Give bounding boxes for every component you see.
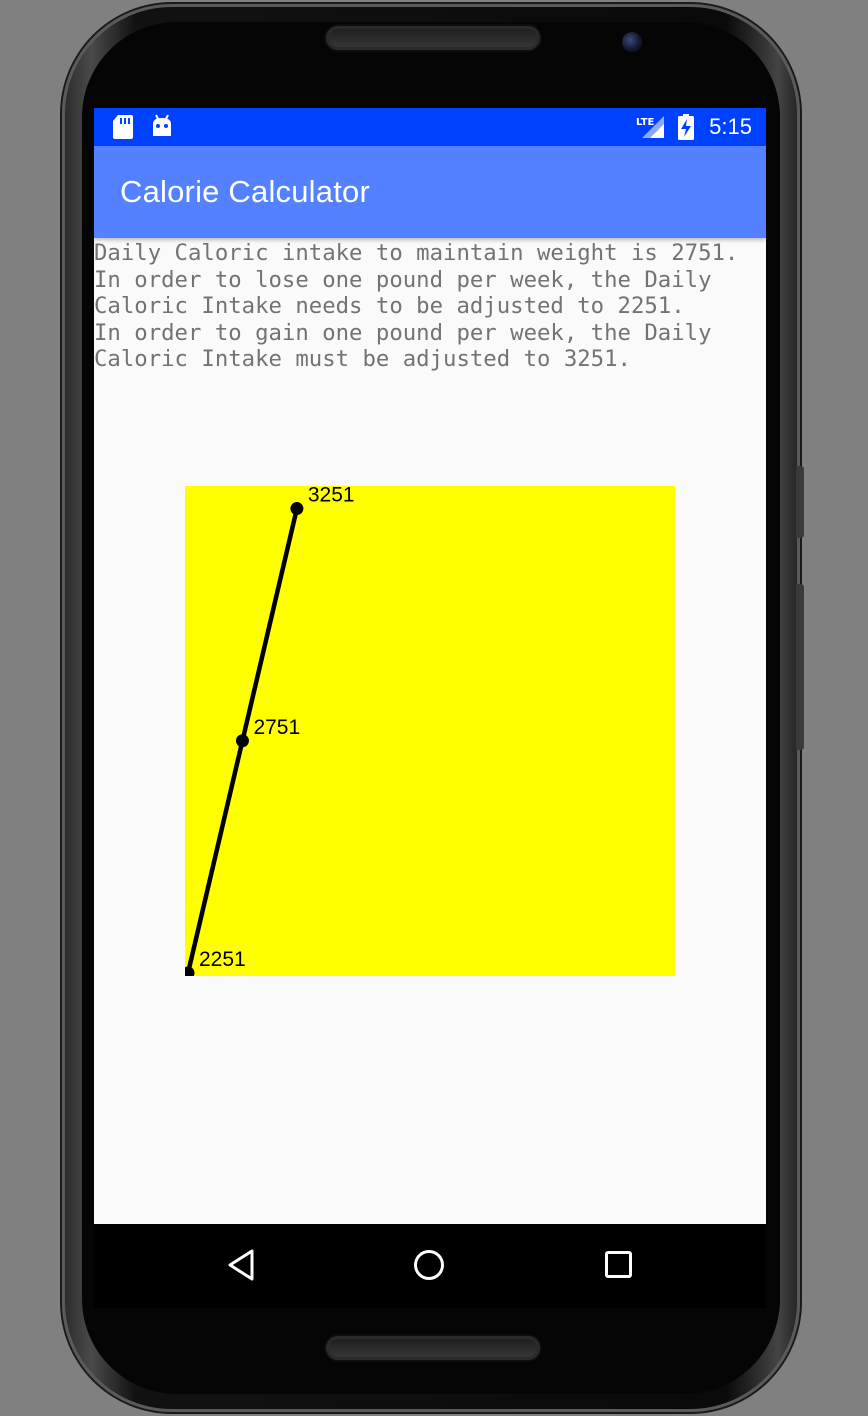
battery-charging-icon [678,114,694,140]
chart-background [185,486,675,976]
chart-plot: 2251 2751 3251 [185,486,355,976]
bottom-speaker [326,1336,540,1360]
navigation-bar [94,1224,766,1308]
recents-icon[interactable] [604,1250,634,1280]
status-bar: LTE 5:15 [94,108,766,146]
app-title: Calorie Calculator [120,174,370,209]
lte-signal-icon: LTE [636,116,664,138]
volume-button[interactable] [796,584,804,750]
app-bar: Calorie Calculator [94,146,766,238]
clock: 5:15 [709,114,752,139]
data-label: 2751 [253,716,300,739]
data-point [185,966,195,976]
data-point [290,502,304,516]
svg-text:LTE: LTE [636,117,655,128]
android-icon [153,114,171,136]
top-speaker [326,26,540,50]
data-label: 3251 [308,486,355,507]
sd-card-icon [113,115,133,139]
result-text: Daily Caloric intake to maintain weight … [94,240,739,373]
data-label: 2251 [199,948,246,971]
power-button[interactable] [796,466,804,538]
data-point [235,734,249,748]
screen: LTE 5:15 Calorie Calculator Daily Calori… [94,108,766,1308]
front-camera [622,32,642,52]
home-icon[interactable] [412,1248,446,1282]
calorie-chart: 2251 2751 3251 [185,486,675,976]
back-icon[interactable] [226,1248,256,1282]
